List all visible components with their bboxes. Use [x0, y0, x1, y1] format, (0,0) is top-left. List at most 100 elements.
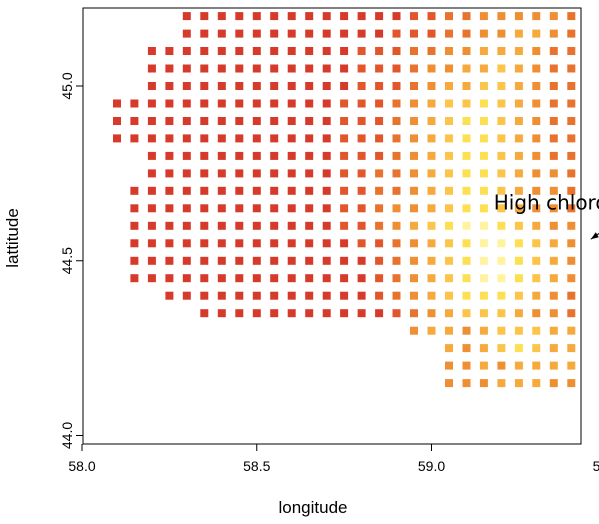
heatmap-cell [182, 186, 191, 195]
heatmap-cell [567, 256, 576, 265]
heatmap-cell [165, 291, 174, 300]
heatmap-cell [462, 169, 471, 178]
heatmap-cell [479, 204, 488, 213]
heatmap-cell [305, 99, 314, 108]
y-axis-title: lattitude [3, 208, 22, 268]
heatmap-cell [532, 379, 541, 388]
heatmap-cell [182, 256, 191, 265]
heatmap-cell [567, 274, 576, 283]
heatmap-cell [462, 82, 471, 90]
y-tick-label: 44.0 [59, 422, 75, 449]
heatmap-cell [549, 221, 558, 230]
heatmap-cell [445, 169, 453, 178]
heatmap-cell [479, 309, 488, 318]
heatmap-cell [235, 82, 244, 90]
heatmap-cell [427, 151, 436, 160]
heatmap-cell [445, 82, 453, 90]
heatmap-cell [392, 256, 401, 265]
heatmap-cell [445, 117, 453, 125]
heatmap-cell [514, 12, 523, 21]
heatmap-cell [357, 309, 366, 318]
heatmap-cell [287, 204, 296, 213]
heatmap-cell [357, 47, 366, 55]
heatmap-cell [357, 204, 366, 213]
heatmap-cell [497, 169, 506, 178]
heatmap-cell [130, 99, 139, 108]
heatmap-cell [427, 64, 436, 73]
heatmap-cell [357, 29, 366, 38]
heatmap-cell [182, 99, 191, 108]
heatmap-cell [287, 169, 296, 178]
heatmap-cell [165, 64, 174, 73]
heatmap-cell [497, 117, 506, 125]
heatmap-cell [479, 239, 488, 248]
heatmap-cell [532, 309, 541, 318]
heatmap-cell [287, 151, 296, 160]
annotation-arrowhead [590, 232, 599, 240]
heatmap-cell [375, 12, 384, 21]
heatmap-cell [357, 291, 366, 300]
heatmap-cell [217, 169, 226, 178]
heatmap-cell [549, 344, 558, 353]
heatmap-cell [479, 47, 488, 55]
heatmap-cell [479, 344, 488, 353]
heatmap-cell [270, 117, 279, 125]
heatmap-cell [217, 12, 226, 21]
heatmap-cell [357, 134, 366, 143]
heatmap-cell [270, 99, 279, 108]
heatmap-cell [497, 12, 506, 21]
heatmap-cell [357, 12, 366, 21]
heatmap-cell [322, 117, 331, 125]
heatmap-cell [340, 256, 349, 265]
heatmap-cell [445, 12, 453, 21]
heatmap-cell [549, 151, 558, 160]
heatmap-cell [392, 47, 401, 55]
heatmap-cell [165, 239, 174, 248]
heatmap-cell [479, 274, 488, 283]
heatmap-cell [375, 64, 384, 73]
heatmap-cell [252, 221, 261, 230]
heatmap-cell [514, 64, 523, 73]
heatmap-cell [147, 221, 156, 230]
heatmap-cell [514, 29, 523, 38]
heatmap-cell [270, 221, 279, 230]
heatmap-cell [567, 99, 576, 108]
heatmap-cell [182, 82, 191, 90]
heatmap-cell [147, 151, 156, 160]
heatmap-cell [427, 169, 436, 178]
heatmap-cell [392, 64, 401, 73]
heatmap-cell [462, 117, 471, 125]
heatmap-cell [514, 186, 523, 195]
heatmap-cell [270, 291, 279, 300]
heatmap-cell [410, 64, 418, 73]
heatmap-cell [514, 309, 523, 318]
heatmap-cell [270, 64, 279, 73]
heatmap-cell [532, 82, 541, 90]
x-axis: 58.058.559.059.560.060.5 [68, 444, 599, 474]
heatmap-cell [375, 309, 384, 318]
heatmap-cell [270, 134, 279, 143]
heatmap-cell [340, 47, 349, 55]
heatmap-cell [217, 151, 226, 160]
heatmap-cell [270, 239, 279, 248]
heatmap-cell [567, 82, 576, 90]
heatmap-cell [375, 274, 384, 283]
heatmap-cell [305, 274, 314, 283]
heatmap-cell [375, 29, 384, 38]
heatmap-cell [549, 256, 558, 265]
heatmap-cell [287, 134, 296, 143]
heatmap-cell [549, 134, 558, 143]
heatmap-cell [305, 12, 314, 21]
heatmap-cell [340, 151, 349, 160]
heatmap-cell [549, 361, 558, 370]
heatmap-cell [165, 47, 174, 55]
heatmap-cell [340, 117, 349, 125]
heatmap-cell [514, 344, 523, 353]
heatmap-cell [287, 47, 296, 55]
heatmap-cell [252, 239, 261, 248]
heatmap-cell [235, 29, 244, 38]
heatmap-cell [567, 344, 576, 353]
heatmap-cell [287, 309, 296, 318]
heatmap-cell [113, 117, 121, 125]
heatmap-cell [270, 256, 279, 265]
